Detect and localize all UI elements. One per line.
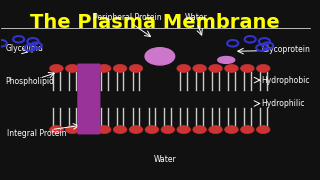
Text: Water: Water (185, 13, 207, 22)
Text: Phospholipid: Phospholipid (5, 76, 54, 86)
Text: Water: Water (154, 155, 176, 164)
Circle shape (145, 48, 175, 65)
Circle shape (50, 126, 63, 134)
Circle shape (50, 64, 63, 72)
Circle shape (177, 126, 190, 134)
Circle shape (113, 64, 127, 72)
Text: Hydrophobic: Hydrophobic (262, 76, 310, 85)
Circle shape (209, 64, 222, 72)
Text: Glycoprotein: Glycoprotein (262, 45, 311, 54)
Circle shape (177, 64, 190, 72)
Circle shape (129, 126, 143, 134)
Circle shape (145, 126, 159, 134)
Circle shape (209, 126, 222, 134)
Circle shape (113, 126, 127, 134)
Circle shape (97, 64, 111, 72)
Text: Glycolipid: Glycolipid (5, 44, 44, 53)
Circle shape (97, 126, 111, 134)
Circle shape (256, 126, 270, 134)
Circle shape (225, 126, 238, 134)
Circle shape (193, 64, 206, 72)
Circle shape (193, 126, 206, 134)
Circle shape (256, 64, 270, 72)
FancyBboxPatch shape (77, 64, 100, 134)
Ellipse shape (218, 57, 235, 63)
Circle shape (241, 126, 254, 134)
Text: The Plasma Membrane: The Plasma Membrane (30, 13, 280, 32)
Circle shape (66, 126, 79, 134)
Circle shape (66, 64, 79, 72)
Circle shape (225, 64, 238, 72)
Circle shape (129, 64, 143, 72)
Text: Hydrophilic: Hydrophilic (262, 99, 305, 108)
Text: Peripheral Protein: Peripheral Protein (93, 13, 162, 22)
Text: Integral Protein: Integral Protein (7, 129, 67, 138)
Circle shape (241, 64, 254, 72)
Circle shape (161, 126, 175, 134)
